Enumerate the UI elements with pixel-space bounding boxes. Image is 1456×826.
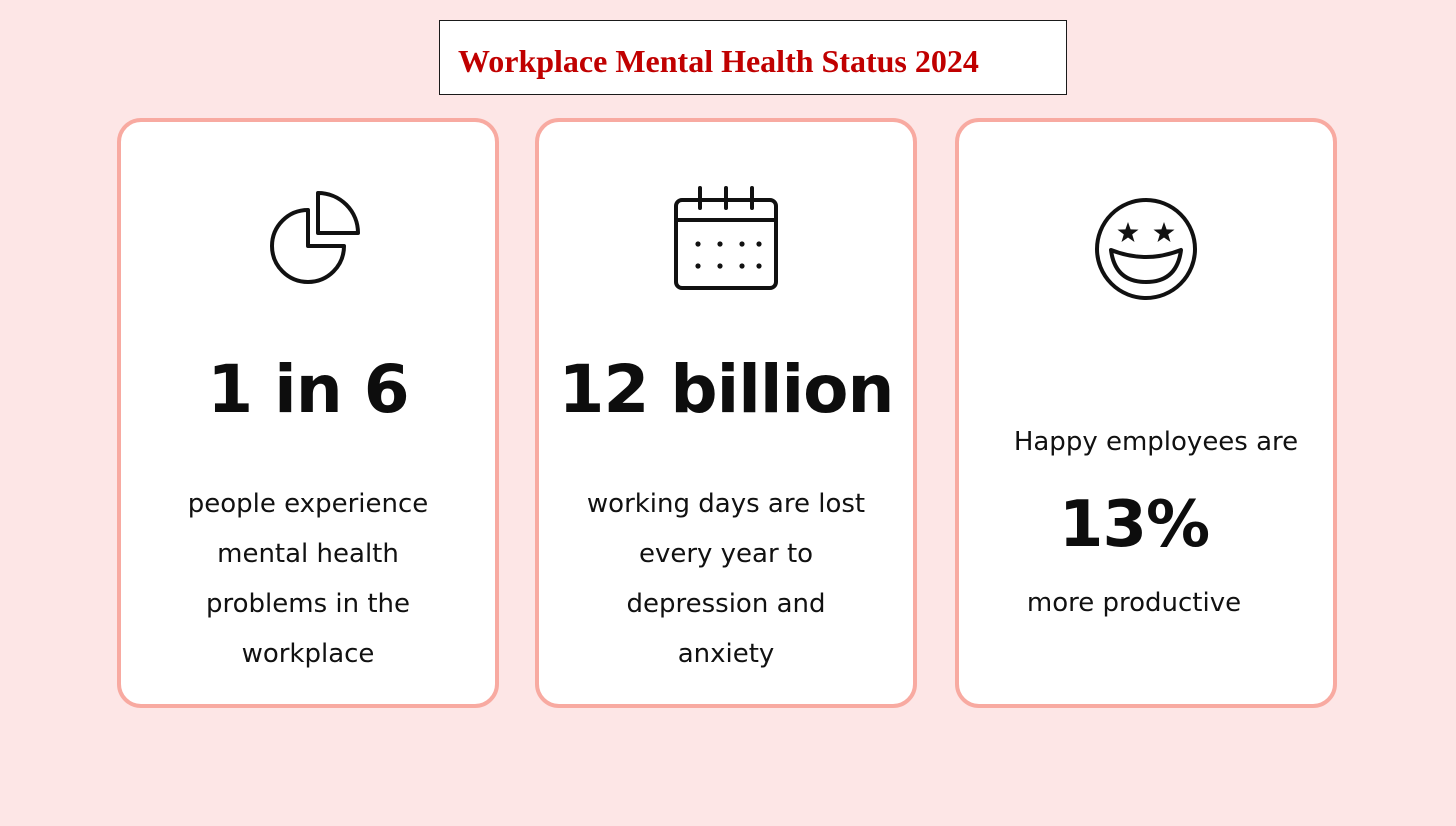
stat-card-2: 12 billion working days are lost every y…: [535, 118, 917, 708]
intro-line: Happy employees are: [1013, 427, 1299, 457]
description-line: anxiety: [677, 639, 775, 669]
description-line: workplace: [241, 639, 375, 669]
page-title: Workplace Mental Health Status 2024: [458, 43, 979, 79]
stat-card-3: Happy employees are 13% more productive: [955, 118, 1337, 708]
stat-value: 1 in 6: [207, 351, 409, 428]
description-line: people experience: [187, 489, 429, 519]
description-line: depression and: [626, 589, 826, 619]
intro-text: Happy employees are: [969, 417, 1343, 467]
stat-description: working days are lost every year to depr…: [539, 479, 913, 679]
stat-description: people experience mental health problems…: [121, 479, 495, 679]
stat-value: 12 billion: [558, 351, 895, 428]
calendar-icon: [671, 182, 781, 292]
description-line: mental health: [217, 539, 399, 569]
description-line: problems in the: [205, 589, 411, 619]
outro-text: more productive: [947, 578, 1321, 628]
outro-line: more productive: [1026, 588, 1242, 618]
title-banner: Workplace Mental Health Status 2024: [439, 20, 1067, 95]
stat-card-1: 1 in 6 people experience mental health p…: [117, 118, 499, 708]
star-eyes-smiley-icon: [1091, 194, 1201, 304]
description-line: working days are lost: [586, 489, 866, 519]
description-line: every year to: [638, 539, 814, 569]
pie-chart-icon: [253, 188, 363, 298]
stat-value: 13%: [1058, 488, 1210, 562]
